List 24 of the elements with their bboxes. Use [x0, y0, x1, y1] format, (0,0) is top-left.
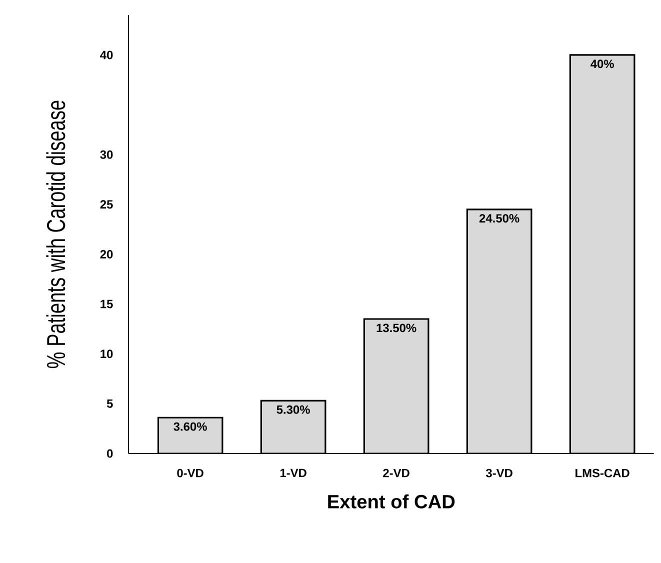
y-axis-title: % Patients with Carotid disease — [46, 100, 66, 368]
x-axis-title: Extent of CAD — [328, 494, 455, 508]
data-label: 13.50% — [376, 324, 416, 332]
x-tick-label: LMS-CAD — [576, 468, 630, 478]
x-tick-label: 1-VD — [280, 468, 306, 478]
data-label: 40% — [590, 60, 614, 68]
y-tick-label: 15 — [100, 300, 113, 308]
data-label: 3.60% — [174, 422, 207, 431]
x-tick-label: 3-VD — [486, 468, 512, 478]
data-label: 5.30% — [276, 405, 310, 414]
bar — [260, 400, 326, 454]
bar — [569, 54, 636, 454]
y-tick-label: 40 — [100, 50, 113, 60]
y-tick-label: 10 — [100, 350, 113, 358]
data-label: 24.50% — [479, 214, 520, 223]
bar — [363, 318, 430, 454]
y-tick-label: 25 — [100, 200, 113, 209]
y-tick-label: 20 — [100, 250, 113, 258]
x-tick-label: 2-VD — [383, 468, 410, 478]
y-tick-label: 0 — [107, 449, 113, 458]
bar — [466, 208, 532, 454]
y-tick-label: 30 — [100, 150, 113, 159]
y-tick-label: 5 — [106, 399, 113, 408]
x-tick-label: 0-VD — [177, 468, 204, 478]
